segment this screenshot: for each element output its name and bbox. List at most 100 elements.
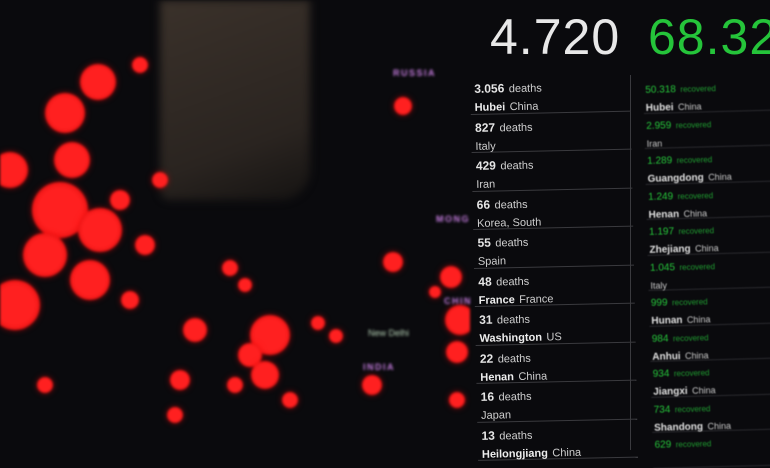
case-marker[interactable]	[110, 190, 130, 210]
country: Korea, South	[477, 216, 541, 229]
country: China	[510, 101, 539, 114]
country: Iran	[476, 178, 495, 190]
count: 3.056	[474, 81, 504, 96]
case-marker[interactable]	[440, 266, 462, 288]
unit: recovered	[673, 333, 709, 343]
count: 984	[652, 333, 669, 344]
count: 55	[477, 236, 491, 250]
count: 50.318	[645, 84, 676, 96]
case-marker[interactable]	[70, 260, 110, 300]
country: China	[695, 243, 719, 254]
case-marker[interactable]	[446, 341, 468, 363]
case-marker[interactable]	[23, 233, 67, 277]
map-label-india: INDIA	[363, 362, 395, 372]
case-marker[interactable]	[449, 392, 465, 408]
recovered-row[interactable]: 2.959 recovered Iran	[644, 110, 770, 149]
case-marker[interactable]	[0, 280, 40, 330]
place: Hunan	[651, 315, 682, 327]
case-marker[interactable]	[429, 286, 441, 298]
country: Spain	[478, 255, 506, 268]
unit: recovered	[677, 155, 713, 165]
recovered-row[interactable]: 629 recovered	[652, 429, 770, 468]
unit: recovered	[672, 297, 708, 307]
place: France	[479, 294, 515, 307]
map-label-russia: RUSSIA	[393, 68, 436, 78]
case-marker[interactable]	[121, 291, 139, 309]
deaths-row[interactable]: 16 deaths Japan	[476, 381, 637, 423]
count: 48	[478, 274, 492, 288]
case-marker[interactable]	[383, 252, 403, 272]
count: 2.959	[646, 120, 671, 132]
case-marker[interactable]	[394, 97, 412, 115]
country: France	[519, 293, 553, 306]
place: Zhejiang	[649, 244, 690, 256]
map-label-mongolia: MONGO	[436, 214, 470, 224]
case-marker[interactable]	[80, 64, 116, 100]
country: China	[678, 101, 702, 112]
unit: recovered	[678, 226, 714, 236]
count: 1.289	[647, 155, 672, 167]
count: 827	[475, 120, 495, 134]
country: China	[707, 420, 731, 431]
place: Washington	[479, 332, 542, 345]
case-marker[interactable]	[170, 370, 190, 390]
case-marker[interactable]	[135, 235, 155, 255]
case-marker[interactable]	[45, 93, 85, 133]
deaths-row[interactable]: 429 deaths Iran	[472, 150, 633, 192]
case-marker[interactable]	[152, 172, 168, 188]
deaths-row[interactable]: 827 deaths Italy	[471, 111, 632, 153]
case-marker[interactable]	[132, 57, 148, 73]
recovered-row[interactable]: 1.045 recovered Italy	[648, 252, 770, 291]
unit: recovered	[676, 439, 712, 449]
deaths-row[interactable]: 55 deaths Spain	[473, 227, 634, 269]
country: China	[518, 370, 547, 383]
country: China	[708, 172, 732, 183]
place: Hubei	[646, 102, 674, 114]
country: Italy	[650, 280, 667, 290]
case-marker[interactable]	[445, 305, 470, 335]
case-marker[interactable]	[78, 208, 122, 252]
case-marker[interactable]	[0, 152, 28, 188]
case-marker[interactable]	[362, 375, 382, 395]
case-marker[interactable]	[329, 329, 343, 343]
world-map[interactable]: RUSSIA MONGO CHINA INDIA New Delhi	[0, 0, 470, 450]
unit: deaths	[498, 391, 531, 404]
unit: deaths	[495, 237, 528, 250]
case-marker[interactable]	[183, 318, 207, 342]
country: Italy	[475, 140, 495, 152]
case-marker[interactable]	[222, 260, 238, 276]
count: 429	[476, 158, 496, 172]
case-marker[interactable]	[37, 377, 53, 393]
unit: deaths	[509, 83, 542, 96]
unit: recovered	[674, 368, 710, 378]
case-marker[interactable]	[54, 142, 90, 178]
unit: recovered	[677, 191, 713, 201]
case-marker[interactable]	[227, 377, 243, 393]
land-mass	[160, 0, 310, 200]
case-marker[interactable]	[238, 278, 252, 292]
unit: recovered	[679, 262, 715, 272]
unit: deaths	[497, 314, 530, 327]
country: US	[546, 331, 562, 343]
deaths-row[interactable]: 66 deaths Korea, South	[472, 188, 633, 230]
case-marker[interactable]	[167, 407, 183, 423]
case-marker[interactable]	[251, 361, 279, 389]
case-marker[interactable]	[282, 392, 298, 408]
unit: deaths	[499, 121, 532, 134]
case-marker[interactable]	[311, 316, 325, 330]
